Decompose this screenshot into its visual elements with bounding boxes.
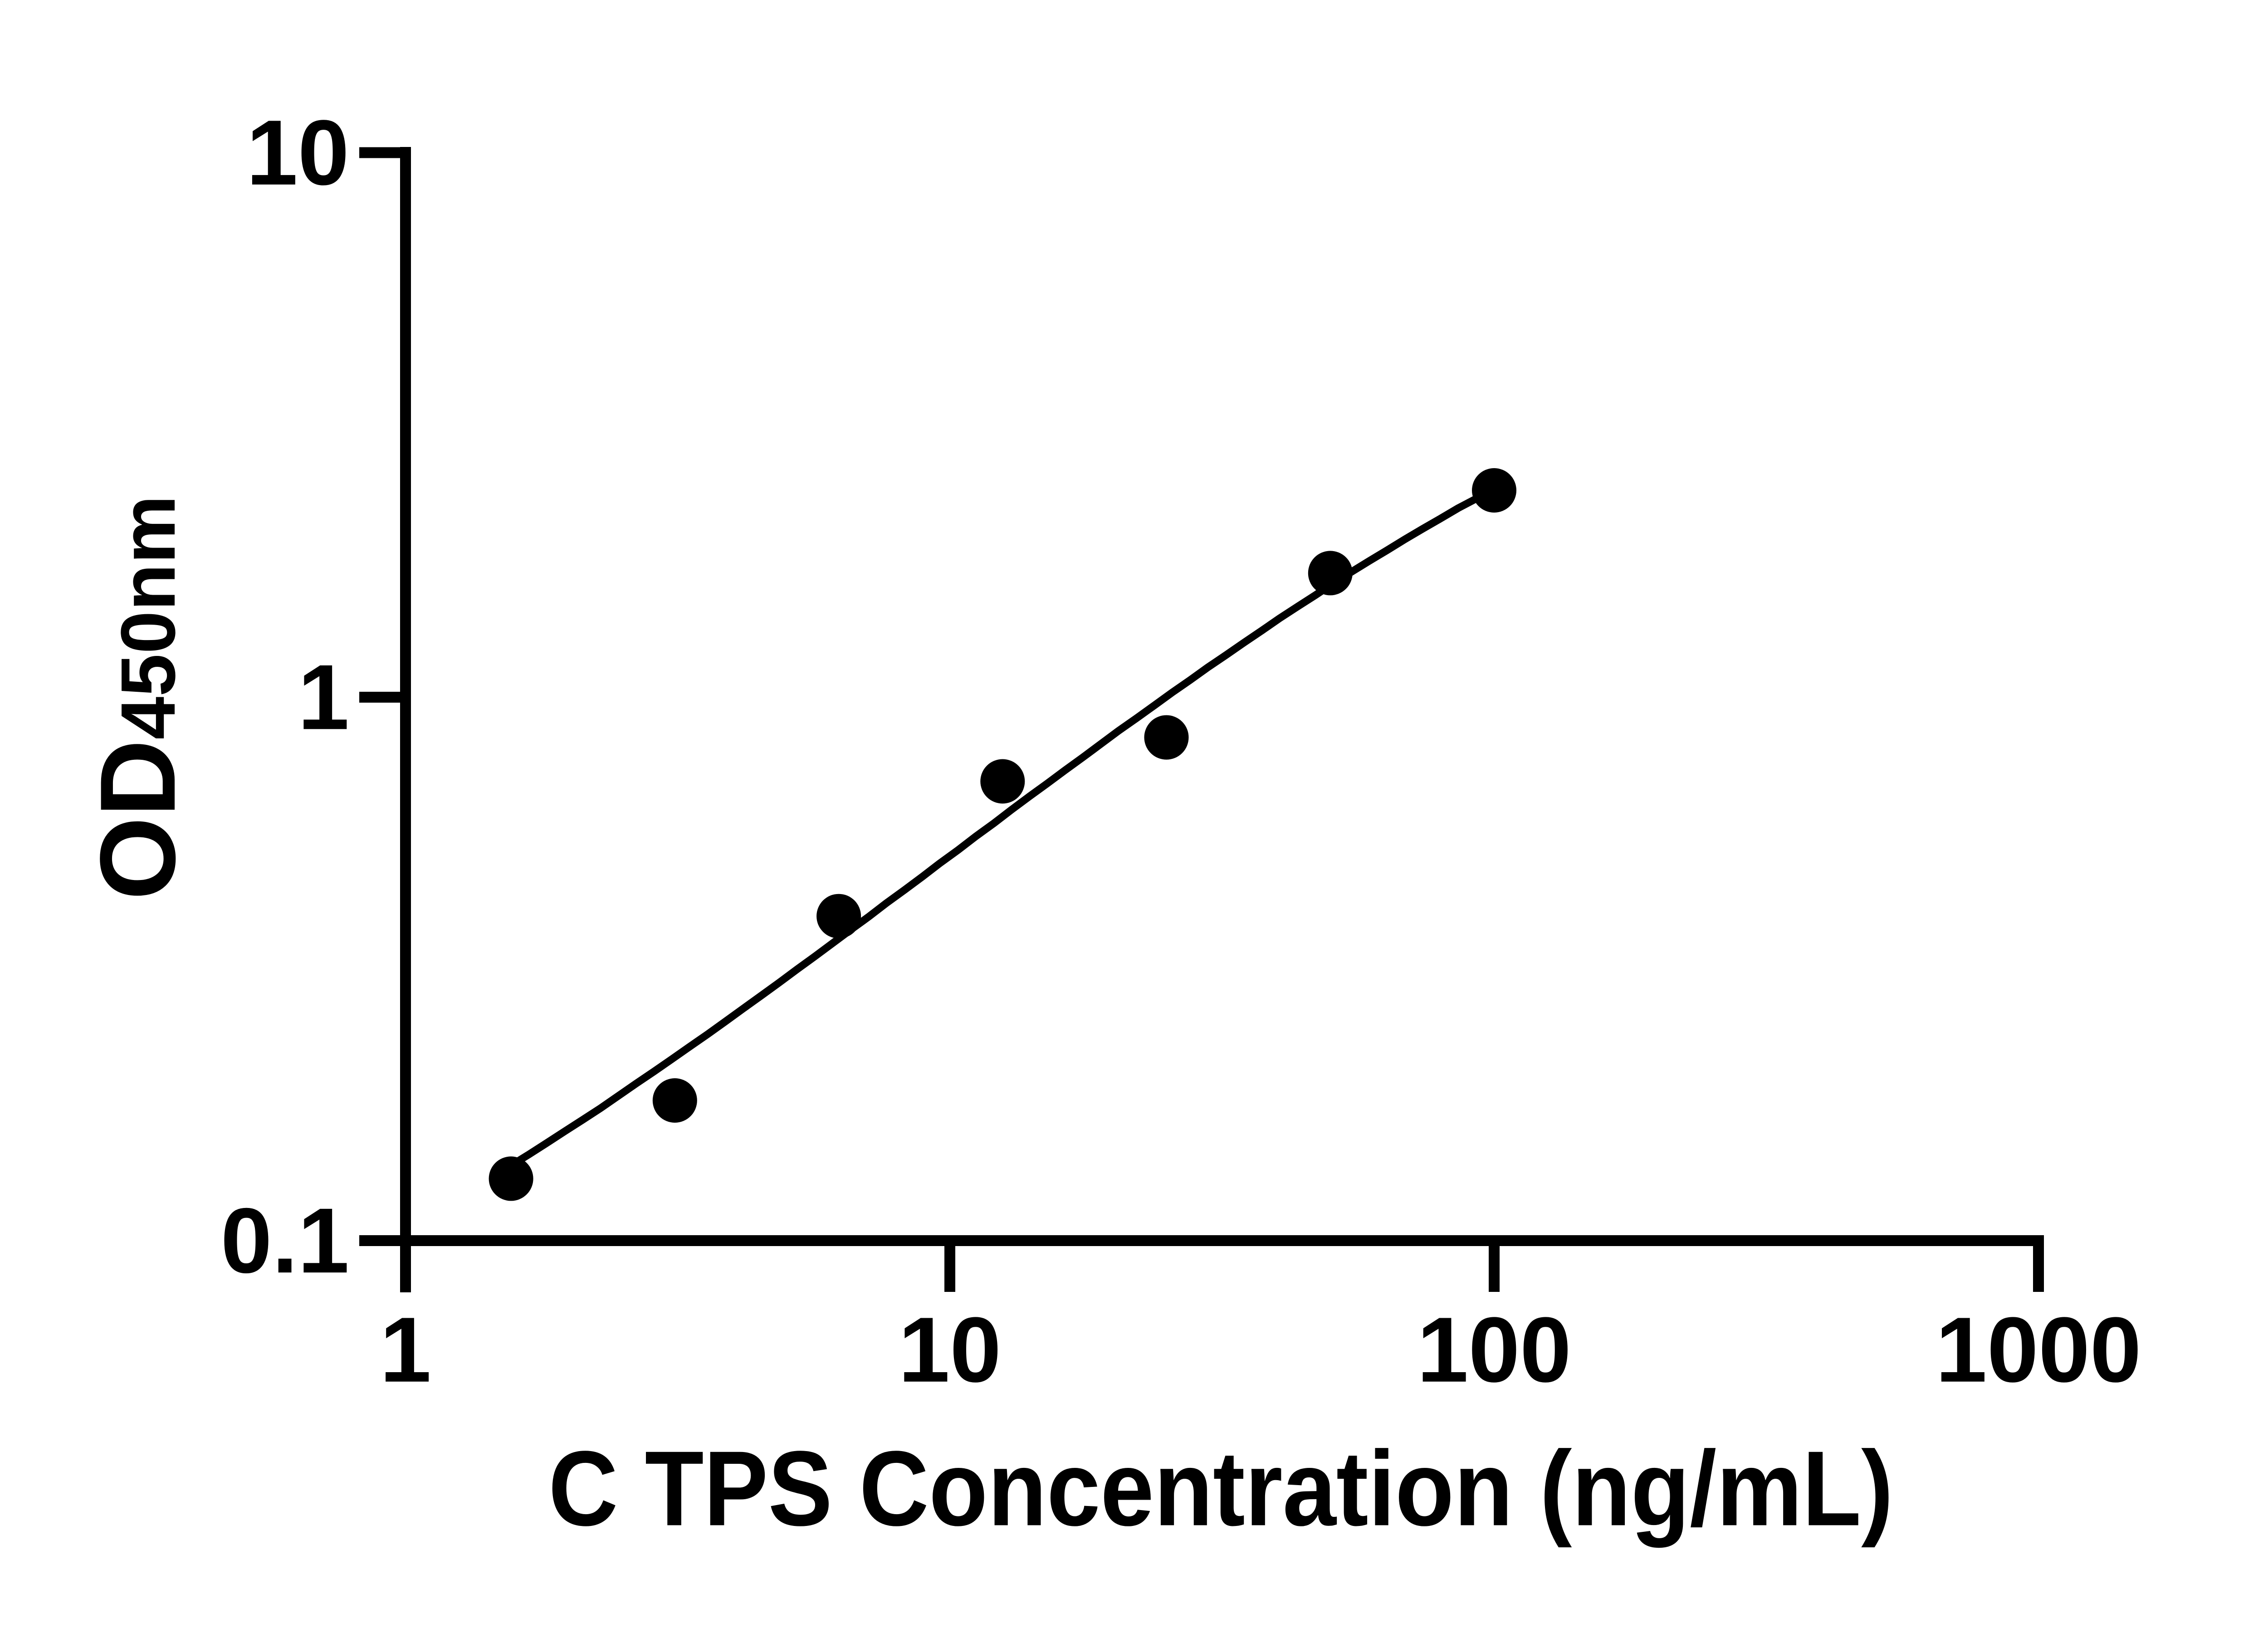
svg-text:1: 1 — [298, 645, 349, 749]
svg-text:10: 10 — [246, 101, 349, 205]
svg-text:1: 1 — [380, 1298, 431, 1402]
svg-text:C TPS Concentration (ng/mL): C TPS Concentration (ng/mL) — [548, 1428, 1893, 1548]
svg-text:1000: 1000 — [1936, 1298, 2141, 1402]
svg-text:0.1: 0.1 — [220, 1189, 349, 1292]
svg-text:100: 100 — [1417, 1298, 1571, 1402]
svg-text:10: 10 — [899, 1298, 1002, 1402]
